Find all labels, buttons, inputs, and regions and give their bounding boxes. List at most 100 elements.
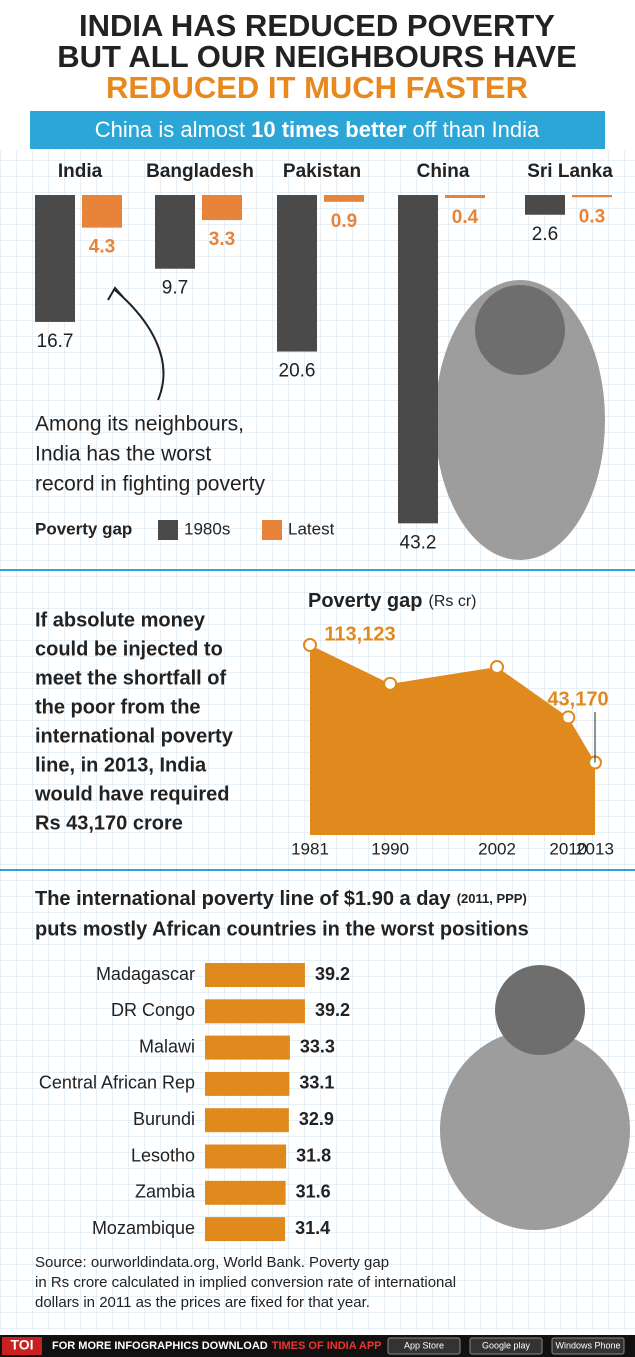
bar <box>35 195 75 322</box>
value-label: 9.7 <box>162 278 188 299</box>
x-tick-label: Pakistan <box>283 161 361 182</box>
annotation: India has the worst <box>35 443 211 466</box>
x-tick-label: Sri Lanka <box>527 161 613 182</box>
source: in Rs crore calculated in implied conver… <box>35 1274 456 1291</box>
bar <box>205 1035 290 1060</box>
store-badge <box>469 1337 543 1355</box>
photo-woman <box>435 280 605 560</box>
side-text: international poverty <box>35 725 234 747</box>
x-tick-label: 1990 <box>371 839 409 858</box>
value-label: 2.6 <box>532 224 558 245</box>
x-tick-label: 2002 <box>478 839 516 858</box>
arrow-head <box>107 286 124 301</box>
y-tick-label: Lesotho <box>131 1145 195 1165</box>
bar <box>82 195 122 228</box>
subtitle-part: off than India <box>412 117 540 142</box>
x-tick-label: India <box>58 161 103 182</box>
value-label: 43,170 <box>547 688 608 710</box>
logo-box <box>2 1337 42 1355</box>
source: Source: ourworldindata.org, World Bank. … <box>35 1254 389 1271</box>
chart-title: The international poverty line of $1.90 … <box>35 888 527 910</box>
point <box>490 660 505 675</box>
x-tick-label: 1981 <box>291 839 329 858</box>
legend-title: Poverty gap <box>35 519 132 538</box>
legend-swatch <box>158 520 178 540</box>
bar <box>205 1217 286 1242</box>
bar <box>205 999 305 1024</box>
value-label: 33.3 <box>300 1036 335 1056</box>
chart-title: Poverty gap (Rs cr) <box>308 590 476 612</box>
value-label: 39.2 <box>315 964 350 984</box>
value-label: 0.4 <box>452 207 479 228</box>
side-text: meet the shortfall of <box>35 667 226 689</box>
point <box>383 676 398 691</box>
subtitle-band <box>30 111 605 149</box>
x-tick-label: China <box>417 161 470 182</box>
title-line: INDIA HAS REDUCED POVERTY <box>79 8 555 43</box>
y-tick-label: Central African Rep <box>39 1073 195 1093</box>
area <box>310 645 595 835</box>
bar <box>445 195 485 199</box>
side-text: could be injected to <box>35 638 223 660</box>
value-label: 4.3 <box>89 237 115 258</box>
photo-child <box>440 965 630 1230</box>
y-tick-label: Burundi <box>133 1109 195 1129</box>
bar <box>277 195 317 352</box>
side-text: If absolute money <box>35 609 206 631</box>
footer-app: TIMES OF INDIA APP <box>272 1340 382 1352</box>
store-label: App Store <box>404 1340 444 1350</box>
point <box>561 710 576 725</box>
bar <box>155 195 195 269</box>
store-label: Windows Phone <box>555 1340 620 1350</box>
bar <box>202 195 242 221</box>
bar <box>324 195 364 202</box>
x-tick-label: 2010 <box>549 839 587 858</box>
point <box>303 638 317 652</box>
subtitle-part: China is almost <box>95 117 245 142</box>
footer-text-main: FOR MORE INFOGRAPHICS DOWNLOAD <box>52 1340 268 1352</box>
legend-label: Latest <box>288 519 335 538</box>
annotation: Among its neighbours, <box>35 413 244 436</box>
value-label: 32.9 <box>299 1109 334 1129</box>
bar <box>205 963 305 987</box>
bar <box>205 1180 286 1205</box>
legend-swatch <box>262 520 282 540</box>
bar <box>205 1144 287 1169</box>
value-label: 31.6 <box>296 1182 331 1202</box>
footer-logo: TOI <box>10 1337 33 1353</box>
x-tick-label: 2013 <box>576 839 614 858</box>
bar <box>205 1071 290 1096</box>
value-label: 3.3 <box>209 229 235 250</box>
y-tick-label: DR Congo <box>111 1000 195 1020</box>
bar <box>572 195 612 198</box>
store-label: Google play <box>482 1340 531 1350</box>
legend-label: 1980s <box>184 519 230 538</box>
chart-subtitle: puts mostly African countries in the wor… <box>35 918 529 940</box>
x-tick-label: Bangladesh <box>146 161 254 182</box>
y-tick-label: Zambia <box>135 1182 196 1202</box>
value-label: 43.2 <box>400 532 437 553</box>
value-label: 0.9 <box>331 211 357 232</box>
value-label: 113,123 <box>324 623 395 645</box>
bar <box>398 195 438 524</box>
store-badge <box>551 1337 625 1355</box>
y-tick-label: Mozambique <box>92 1218 195 1238</box>
chart-unit: (Rs cr) <box>428 593 476 610</box>
side-text: line, in 2013, India <box>35 754 207 776</box>
side-text: Rs 43,170 crore <box>35 812 183 834</box>
value-label: 20.6 <box>279 361 316 382</box>
chart-title-text: Poverty gap <box>308 590 422 612</box>
chart-title-text: The international poverty line of $1.90 … <box>35 888 452 910</box>
value-label: 0.3 <box>579 206 605 227</box>
y-tick-label: Madagascar <box>96 964 195 984</box>
arrow <box>114 289 165 401</box>
value-label: 31.4 <box>295 1218 330 1238</box>
title-line: BUT ALL OUR NEIGHBOURS HAVE <box>57 39 577 74</box>
subtitle: China is almost 10 times better off than I… <box>95 117 540 142</box>
title-line: REDUCED IT MUCH FASTER <box>106 70 528 105</box>
side-text: would have required <box>34 783 229 805</box>
chart-title-note: (2011, PPP) <box>457 891 527 906</box>
value-label: 39.2 <box>315 1000 350 1020</box>
annotation: record in fighting poverty <box>35 473 265 496</box>
